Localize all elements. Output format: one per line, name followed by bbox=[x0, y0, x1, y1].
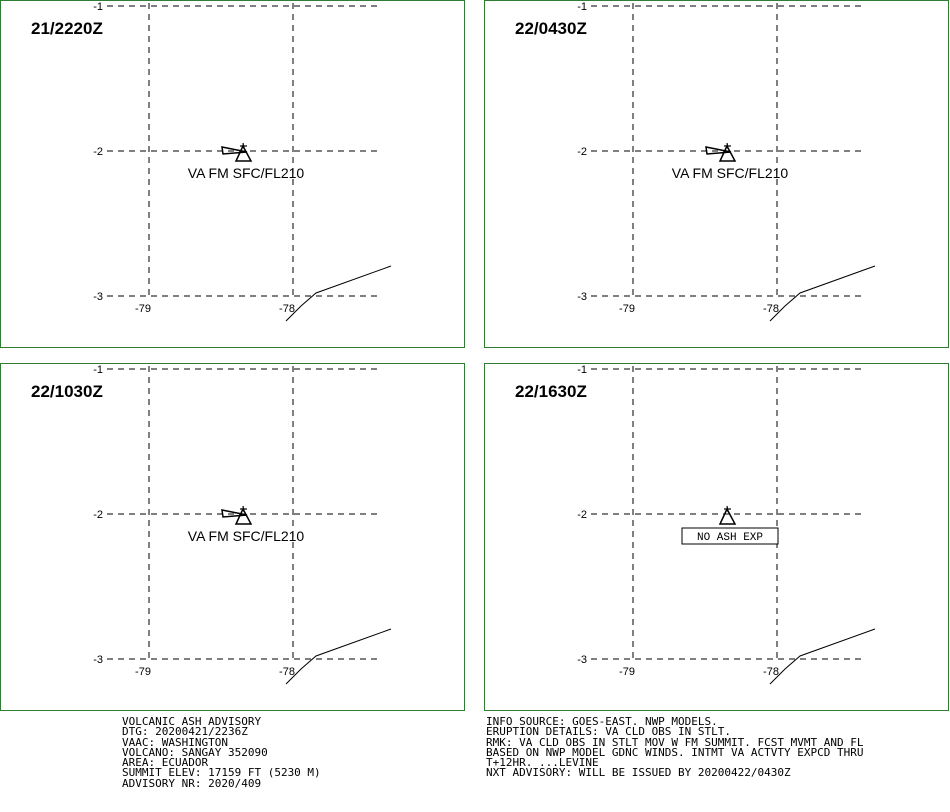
advisory-line: SUMMIT ELEV: 17159 FT (5230 M) bbox=[122, 766, 321, 780]
latitude-label: -2 bbox=[577, 146, 587, 158]
ash-cloud-polygon bbox=[221, 146, 248, 155]
volcano-icon bbox=[234, 505, 253, 525]
ash-cloud-polygon bbox=[221, 509, 248, 518]
no-ash-label: NO ASH EXP bbox=[697, 532, 763, 544]
latitude-label: -3 bbox=[93, 291, 103, 303]
ash-level-label: VA FM SFC/FL210 bbox=[672, 165, 789, 181]
coastline bbox=[285, 265, 392, 322]
map-grid: -1 -2 -3 -79 -78 VA FM SFC/FL210 bbox=[93, 364, 392, 685]
latitude-label: -1 bbox=[93, 364, 103, 376]
map-grid: -1 -2 -3 -79 -78 VA FM SFC/FL210 bbox=[577, 1, 876, 322]
advisory-line: NXT ADVISORY: WILL BE ISSUED BY 20200422… bbox=[486, 766, 791, 780]
latitude-label: -2 bbox=[577, 509, 587, 521]
coastline bbox=[285, 628, 392, 685]
advisory-line: VOLCANIC ASH ADVISORY bbox=[122, 715, 262, 728]
panel-time-title: 22/1630Z bbox=[515, 382, 587, 401]
latitude-label: -1 bbox=[577, 1, 587, 13]
ash-cloud-polygon bbox=[705, 146, 732, 155]
advisory-line: ERUPTION DETAILS: VA CLD OBS IN STLT. bbox=[486, 725, 732, 739]
latitude-label: -2 bbox=[93, 509, 103, 521]
volcano-icon bbox=[718, 142, 737, 162]
advisory-line: DTG: 20200421/2236Z bbox=[122, 725, 248, 739]
forecast-panel-3: 22/1030Z -1 -2 -3 -79 -78 VA FM SFC/FL210 bbox=[0, 363, 465, 711]
latitude-label: -1 bbox=[93, 1, 103, 13]
latitude-label: -3 bbox=[577, 291, 587, 303]
panel-time-title: 21/2220Z bbox=[31, 19, 103, 38]
longitude-label: -79 bbox=[135, 666, 151, 678]
coastline bbox=[769, 265, 876, 322]
latitude-label: -3 bbox=[577, 654, 587, 666]
panel-time-title: 22/0430Z bbox=[515, 19, 587, 38]
forecast-panel-2: 22/0430Z -1 -2 -3 -79 -78 VA FM SFC/FL210 bbox=[484, 0, 949, 348]
panel-time-title: 22/1030Z bbox=[31, 382, 103, 401]
map-grid: -1 -2 -3 -79 -78 VA FM SFC/FL210 bbox=[93, 1, 392, 322]
advisory-line: VAAC: WASHINGTON bbox=[122, 735, 228, 749]
advisory-line: INFO SOURCE: GOES-EAST. NWP MODELS. bbox=[486, 715, 718, 728]
forecast-panel-4: 22/1630Z -1 -2 -3 -79 -78 NO ASH EXP bbox=[484, 363, 949, 711]
longitude-label: -78 bbox=[279, 666, 295, 678]
longitude-label: -79 bbox=[619, 666, 635, 678]
advisory-line: BASED ON NWP MODEL GDNC WINDS. INTMT VA … bbox=[486, 745, 864, 759]
volcano-icon bbox=[718, 505, 737, 525]
map-grid: -1 -2 -3 -79 -78 NO ASH EXP bbox=[577, 364, 876, 685]
forecast-panel-1: 21/2220Z -1 -2 -3 -79 -78 VA FM SFC/FL210 bbox=[0, 0, 465, 348]
longitude-label: -78 bbox=[279, 303, 295, 315]
advisory-line: T+12HR. ...LEVINE bbox=[486, 756, 599, 770]
longitude-label: -78 bbox=[763, 666, 779, 678]
advisory-header-info: VOLCANIC ASH ADVISORY DTG: 20200421/2236Z… bbox=[122, 715, 321, 790]
no-ash-box bbox=[681, 527, 779, 545]
advisory-line: ADVISORY NR: 2020/409 bbox=[122, 776, 262, 790]
ash-level-label: VA FM SFC/FL210 bbox=[188, 528, 305, 544]
ash-level-label: VA FM SFC/FL210 bbox=[188, 165, 305, 181]
latitude-label: -1 bbox=[577, 364, 587, 376]
advisory-line: AREA: ECUADOR bbox=[122, 756, 209, 770]
advisory-remarks-info: INFO SOURCE: GOES-EAST. NWP MODELS. ERUPT… bbox=[486, 715, 864, 780]
advisory-line: VOLCANO: SANGAY 352090 bbox=[122, 745, 268, 759]
latitude-label: -2 bbox=[93, 146, 103, 158]
latitude-label: -3 bbox=[93, 654, 103, 666]
coastline bbox=[769, 628, 876, 685]
longitude-label: -78 bbox=[763, 303, 779, 315]
longitude-label: -79 bbox=[135, 303, 151, 315]
volcano-icon bbox=[234, 142, 253, 162]
advisory-line: RMK: VA CLD OBS IN STLT MOV W FM SUMMIT.… bbox=[486, 735, 864, 749]
longitude-label: -79 bbox=[619, 303, 635, 315]
